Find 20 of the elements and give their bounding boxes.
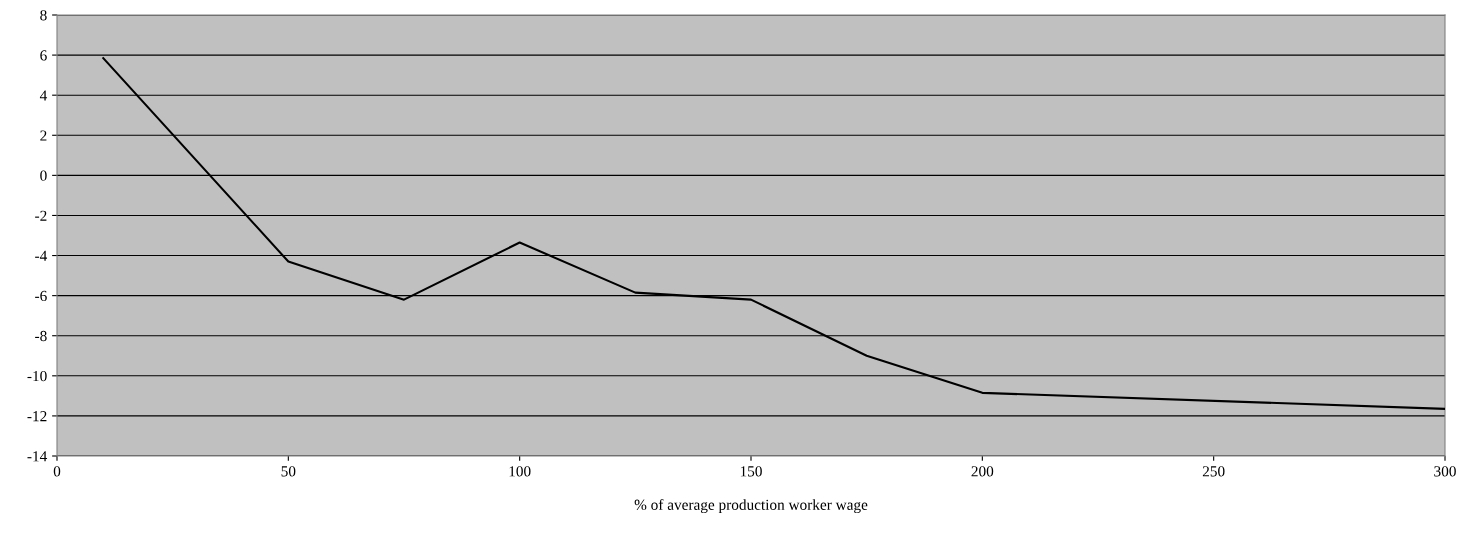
x-axis-title: % of average production worker wage bbox=[634, 499, 868, 514]
y-tick-label: 8 bbox=[40, 10, 47, 21]
y-tick-label: 0 bbox=[40, 170, 47, 181]
y-tick-label: -10 bbox=[27, 370, 47, 382]
y-tick-label: -6 bbox=[35, 290, 47, 302]
x-tick-label: 50 bbox=[281, 466, 296, 477]
x-tick-label: 0 bbox=[53, 466, 61, 477]
y-tick-label: -8 bbox=[35, 330, 47, 342]
y-tick-label: -4 bbox=[35, 250, 48, 261]
y-tick-label: 6 bbox=[40, 50, 47, 61]
x-tick-label: 250 bbox=[1202, 466, 1225, 477]
y-tick-label: 2 bbox=[40, 130, 47, 141]
y-tick-label: -2 bbox=[35, 210, 47, 221]
y-tick-label: -14 bbox=[27, 451, 48, 462]
x-tick-label: 150 bbox=[740, 466, 762, 477]
y-tick-label: 4 bbox=[39, 90, 48, 101]
x-tick-label: 300 bbox=[1434, 466, 1456, 477]
x-tick-label: 200 bbox=[971, 466, 994, 477]
y-tick-label: -12 bbox=[27, 411, 47, 422]
x-tick-label: 100 bbox=[509, 466, 531, 477]
